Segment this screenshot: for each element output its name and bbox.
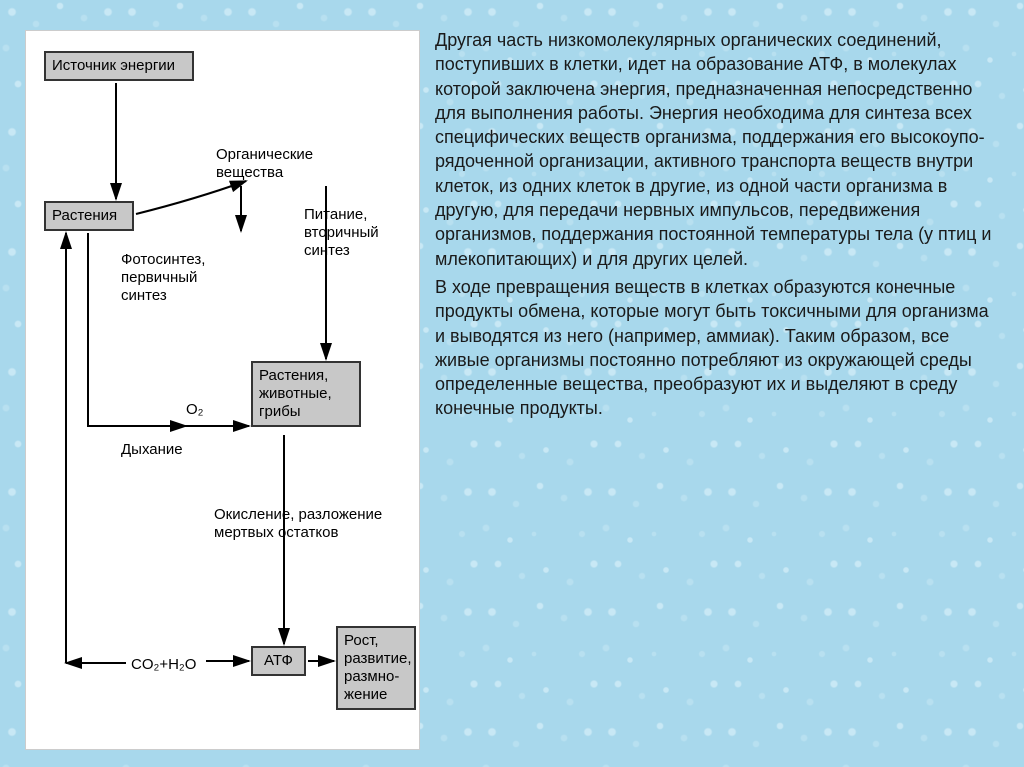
node-atp: АТФ — [251, 646, 306, 676]
label-o2: O₂ — [186, 401, 204, 419]
diagram-panel: Источник энергии Растения Растения, живо… — [25, 30, 420, 750]
label-co2-h2o: CO₂+H₂O — [131, 656, 196, 674]
body-text: Другая часть низкомолекулярных органичес… — [435, 28, 1000, 425]
label-organic-substances: Органические вещества — [216, 146, 313, 182]
paragraph-1: Другая часть низкомолекулярных органичес… — [435, 28, 1000, 271]
edge-plants-organic — [136, 181, 246, 214]
label-photosynthesis: Фотосинтез, первичный синтез — [121, 251, 205, 305]
label-respiration: Дыхание — [121, 441, 183, 459]
node-plants-animals-fungi: Растения, животные, грибы — [251, 361, 361, 427]
node-plants: Растения — [44, 201, 134, 231]
label-oxidation: Окисление, разложение мертвых остатков — [214, 506, 382, 542]
node-growth: Рост, развитие, размно- жение — [336, 626, 416, 710]
node-energy-source: Источник энергии — [44, 51, 194, 81]
label-nutrition: Питание, вторичный синтез — [304, 206, 379, 260]
paragraph-2: В ходе превращения веществ в клетках обр… — [435, 275, 1000, 421]
